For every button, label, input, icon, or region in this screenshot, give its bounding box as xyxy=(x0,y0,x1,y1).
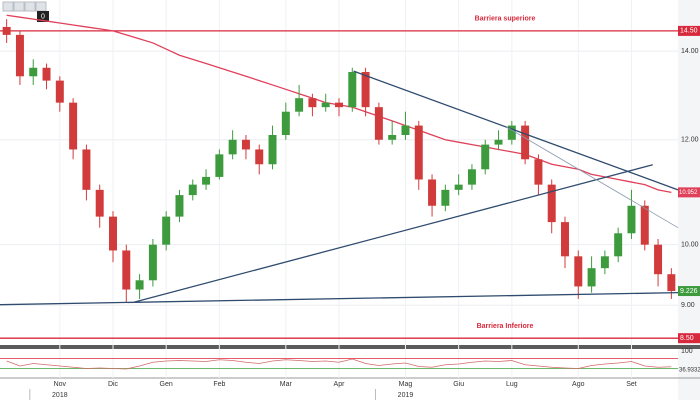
value-box xyxy=(37,11,49,22)
osc-tick-label: 100 xyxy=(681,348,693,355)
candle-body xyxy=(494,139,503,145)
candle-body xyxy=(348,72,357,108)
candle-body xyxy=(654,244,663,275)
barrier-tag xyxy=(678,333,700,344)
x-tick-label: Lug xyxy=(506,381,518,388)
x-tick-label: Mar xyxy=(280,381,293,388)
candle-body xyxy=(55,80,64,103)
candle-body xyxy=(188,184,197,196)
candle-body xyxy=(281,111,290,136)
candle-body xyxy=(388,135,397,140)
x-tick-label: Mag xyxy=(399,381,413,388)
candle-body xyxy=(109,216,117,251)
candle-body xyxy=(587,268,596,287)
candle-body xyxy=(428,179,437,206)
candle-body xyxy=(148,244,157,281)
candle-body xyxy=(361,72,370,108)
candle-body xyxy=(162,216,171,245)
ma-tag xyxy=(678,187,700,198)
candle-body xyxy=(401,125,410,136)
candle-body xyxy=(268,135,277,165)
candle-body xyxy=(521,125,530,160)
year-label: 2019 xyxy=(398,392,414,399)
candle-body xyxy=(175,195,184,217)
candle-body xyxy=(255,149,264,165)
barrier-tag xyxy=(678,25,700,36)
x-tick-label: Gen xyxy=(160,381,173,388)
candle-body xyxy=(414,125,423,180)
candle-body xyxy=(135,280,144,290)
axis-panel xyxy=(678,0,700,400)
candle-body xyxy=(295,98,304,112)
candle-body xyxy=(228,139,237,155)
candle-body xyxy=(122,250,131,290)
candle-body xyxy=(600,256,609,269)
toolbar: 0 xyxy=(2,1,49,22)
barrier-label: 8.50 xyxy=(680,335,694,342)
candle-body xyxy=(614,233,623,257)
candle-body xyxy=(374,107,383,140)
tool-button[interactable] xyxy=(35,1,47,12)
candle-body xyxy=(308,98,317,108)
y-tick-label: 10.00 xyxy=(681,242,699,249)
candle-body xyxy=(534,159,543,185)
panel-divider xyxy=(0,345,700,349)
trendline xyxy=(0,292,679,306)
y-tick-label: 9.00 xyxy=(681,302,695,309)
candle-body xyxy=(574,256,583,287)
candle-body xyxy=(95,189,104,217)
candle-body xyxy=(547,184,556,223)
candle-body xyxy=(69,102,78,150)
barrier-name: Barriera superiore xyxy=(475,16,536,23)
candle-body xyxy=(467,169,476,185)
barrier-name: Barriera Inferiore xyxy=(477,323,534,330)
candle-body xyxy=(481,144,490,170)
candle-body xyxy=(667,274,676,292)
tool-button[interactable] xyxy=(2,1,14,12)
toolbar-label: 0 xyxy=(41,13,45,20)
x-tick-label: Set xyxy=(626,381,637,388)
candle-body xyxy=(215,154,224,177)
barrier-label: 14.50 xyxy=(680,28,698,35)
trendline xyxy=(134,164,653,303)
candle-body xyxy=(29,67,38,77)
candle-body xyxy=(82,149,91,190)
year-label: 2018 xyxy=(52,392,68,399)
candle-body xyxy=(15,34,24,77)
y-tick-label: 14.00 xyxy=(681,48,699,55)
candle-body xyxy=(2,26,11,35)
tool-button[interactable] xyxy=(13,1,25,12)
x-tick-label: Feb xyxy=(213,381,225,388)
x-tick-label: Nov xyxy=(54,381,67,388)
candle-body xyxy=(454,184,463,190)
candle-body xyxy=(507,125,516,140)
candle-body xyxy=(335,102,343,108)
x-tick-label: Apr xyxy=(334,381,346,388)
x-tick-label: Giu xyxy=(453,381,464,388)
candle-body xyxy=(202,176,211,185)
price-tag xyxy=(678,286,700,297)
y-tick-label: 12.00 xyxy=(681,137,699,144)
ma-label: 10.952 xyxy=(679,190,698,196)
candle-body xyxy=(241,139,250,150)
trendline xyxy=(353,70,679,191)
trendline xyxy=(506,126,679,229)
candle-body xyxy=(441,189,450,206)
candle-body xyxy=(640,205,649,245)
candle-body xyxy=(321,102,330,108)
x-tick-label: Ago xyxy=(572,381,585,388)
candle-body xyxy=(42,67,51,81)
price-label: 9.226 xyxy=(680,288,698,295)
candle-body xyxy=(561,222,569,257)
candle-body xyxy=(627,205,636,234)
osc-value-label: 36.9332 xyxy=(679,367,700,373)
oscillator-line xyxy=(6,358,672,370)
x-tick-label: Dic xyxy=(108,381,119,388)
tool-button[interactable] xyxy=(24,1,36,12)
